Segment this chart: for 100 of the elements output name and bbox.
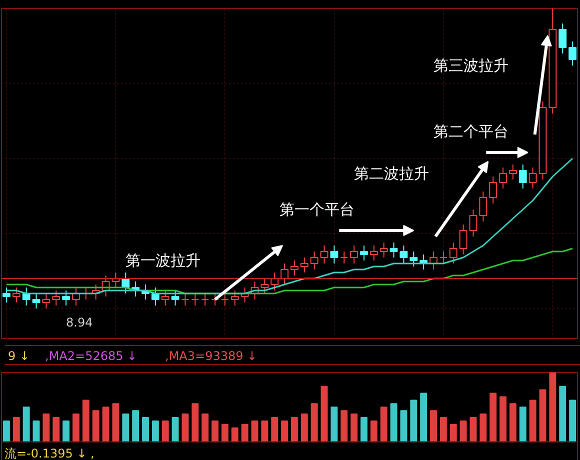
bar bbox=[231, 427, 238, 442]
bar bbox=[2, 420, 10, 442]
bar bbox=[212, 420, 218, 442]
bar bbox=[192, 403, 199, 442]
annotation: 第三波拉升 bbox=[434, 56, 508, 74]
annotation: 第二个平台 bbox=[434, 122, 508, 140]
annotation: 第一个平台 bbox=[280, 200, 355, 218]
candlestick bbox=[380, 242, 388, 258]
candlestick bbox=[410, 251, 418, 267]
bar bbox=[310, 403, 318, 442]
bar bbox=[241, 424, 248, 442]
candlestick bbox=[300, 257, 308, 273]
bar bbox=[300, 414, 308, 442]
candlestick bbox=[390, 242, 398, 258]
text: 流=-0.1395 ↓ , bbox=[4, 446, 94, 460]
candlestick bbox=[469, 209, 478, 237]
candlestick bbox=[161, 290, 170, 306]
bar bbox=[172, 417, 179, 442]
bar bbox=[450, 424, 457, 442]
candlestick bbox=[42, 293, 50, 309]
candlestick bbox=[360, 245, 368, 261]
candlestick bbox=[479, 191, 488, 222]
candlestick bbox=[489, 176, 498, 204]
annotation: 第二波拉升 bbox=[354, 164, 430, 182]
bar bbox=[440, 417, 447, 442]
bar bbox=[519, 406, 526, 442]
candlestick bbox=[62, 290, 70, 306]
text: 8.94 bbox=[66, 316, 93, 330]
bar bbox=[420, 392, 428, 442]
bar bbox=[62, 420, 70, 442]
candlestick bbox=[201, 293, 210, 306]
bar bbox=[122, 414, 130, 442]
bar bbox=[370, 420, 378, 442]
bar bbox=[549, 372, 556, 442]
bar bbox=[162, 420, 169, 442]
text: ,MA2=52685 ↓ bbox=[45, 348, 138, 365]
candlestick bbox=[558, 23, 567, 54]
bar bbox=[152, 420, 159, 442]
bar bbox=[490, 392, 497, 442]
bar bbox=[340, 410, 348, 442]
bar bbox=[42, 414, 50, 442]
candlestick bbox=[330, 245, 338, 264]
bar bbox=[92, 410, 100, 442]
candlestick bbox=[400, 245, 408, 264]
bar bbox=[182, 414, 189, 442]
text: 9 ↓ bbox=[8, 348, 30, 365]
bar bbox=[330, 406, 338, 442]
bar bbox=[410, 400, 418, 442]
candlestick bbox=[260, 278, 269, 294]
candlestick bbox=[290, 260, 298, 276]
bar bbox=[509, 403, 516, 442]
candlestick bbox=[439, 251, 448, 264]
candlestick bbox=[459, 224, 468, 255]
bar bbox=[500, 396, 506, 442]
candlestick bbox=[568, 41, 577, 66]
candlestick bbox=[518, 164, 527, 189]
bar bbox=[360, 417, 368, 442]
candlestick bbox=[32, 293, 40, 309]
candlestick bbox=[220, 293, 229, 306]
bar bbox=[320, 386, 328, 442]
bar bbox=[539, 389, 546, 442]
candlestick bbox=[320, 245, 328, 264]
candlestick bbox=[12, 287, 20, 303]
bar bbox=[460, 420, 467, 442]
candlestick bbox=[528, 167, 537, 189]
bar bbox=[142, 417, 149, 442]
bar bbox=[72, 414, 80, 442]
candlestick bbox=[52, 290, 60, 306]
bar bbox=[82, 400, 90, 442]
bar bbox=[132, 410, 140, 442]
bar bbox=[380, 406, 388, 442]
bar bbox=[390, 403, 398, 442]
candlestick bbox=[280, 263, 289, 285]
bar bbox=[350, 414, 358, 442]
bar bbox=[430, 410, 437, 442]
candlestick bbox=[350, 245, 358, 264]
bar bbox=[221, 424, 228, 442]
candlestick bbox=[211, 293, 219, 306]
candlestick bbox=[499, 167, 507, 189]
bar bbox=[12, 417, 20, 442]
bar bbox=[400, 410, 408, 442]
bar bbox=[281, 420, 288, 442]
candlestick bbox=[191, 293, 200, 306]
text: ,MA3=93389 ↓ bbox=[165, 348, 258, 365]
candlestick bbox=[230, 290, 239, 306]
candlestick bbox=[340, 251, 348, 264]
candlestick bbox=[171, 290, 180, 306]
bar bbox=[202, 414, 209, 442]
candlestick bbox=[449, 242, 458, 264]
candlestick bbox=[370, 245, 378, 261]
bar bbox=[290, 417, 298, 442]
bar bbox=[261, 420, 268, 442]
bar bbox=[569, 400, 576, 442]
bar bbox=[22, 406, 30, 442]
candlestick bbox=[310, 251, 318, 270]
candlestick bbox=[508, 164, 517, 180]
bar bbox=[529, 400, 536, 442]
bar bbox=[559, 386, 566, 442]
candlestick bbox=[181, 293, 190, 306]
bar bbox=[470, 417, 477, 442]
